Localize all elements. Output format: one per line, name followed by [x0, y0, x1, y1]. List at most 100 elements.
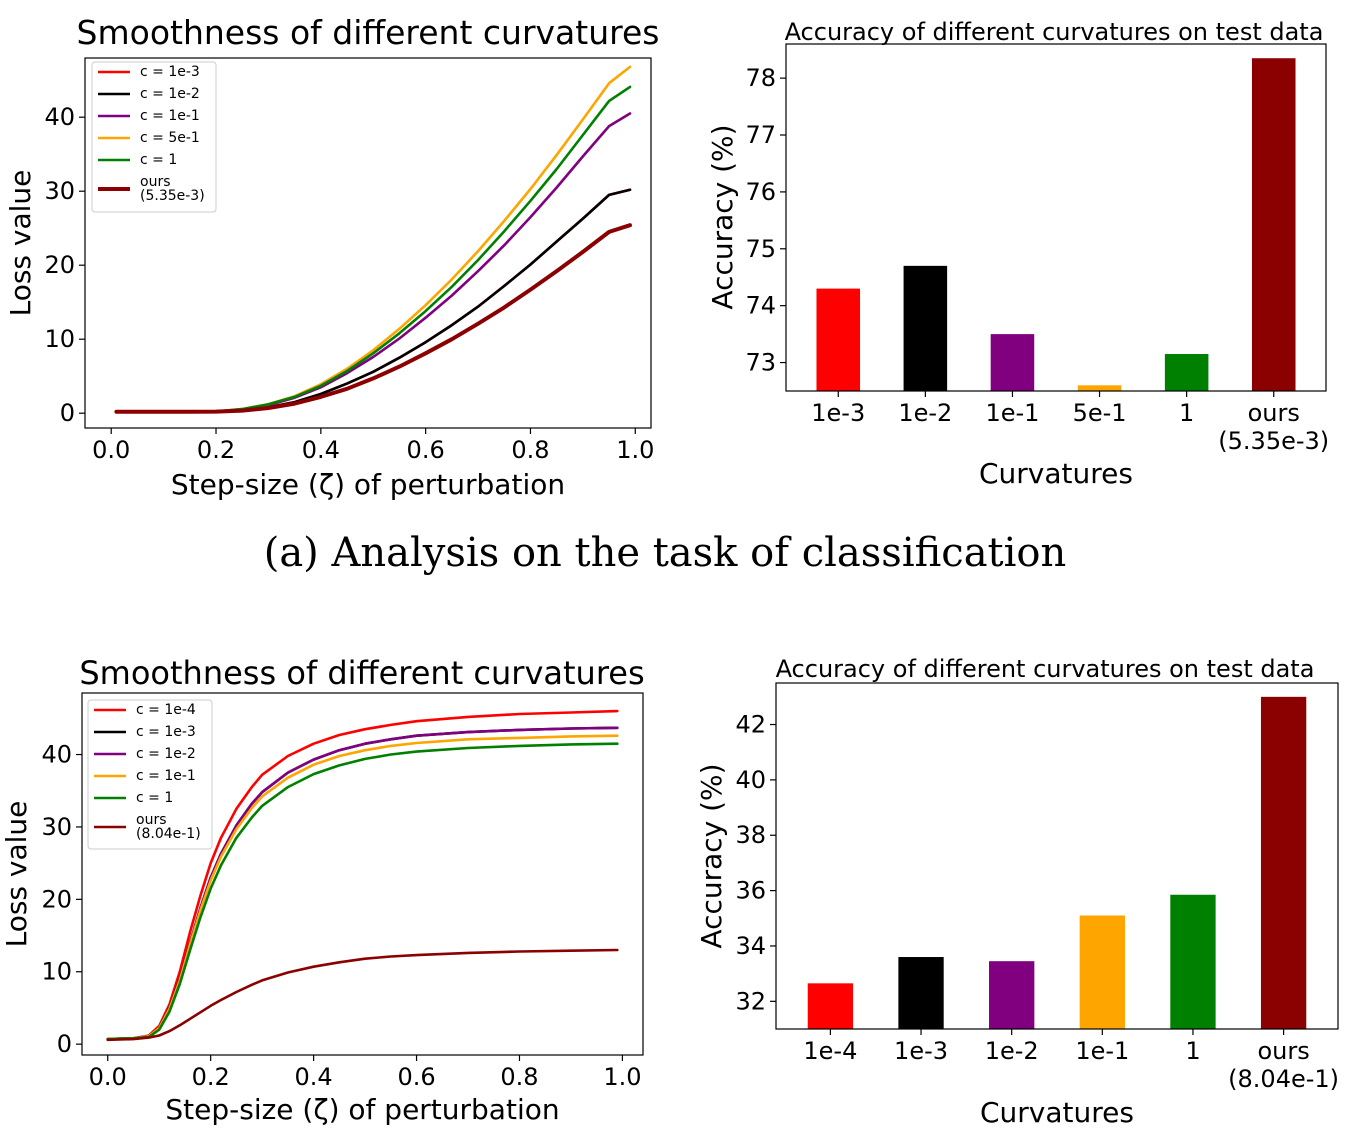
y-tick-label: 38 [735, 821, 766, 849]
bar-1 [807, 983, 854, 1029]
x-tick-label: ours (5.35e-3) [1218, 399, 1329, 455]
y-tick-label: 30 [41, 813, 72, 841]
y-tick-label: 34 [735, 932, 766, 960]
x-tick-label: ours (8.04e-1) [1228, 1037, 1339, 1093]
x-axis-label: Curvatures [979, 457, 1133, 490]
legend-label-5: c = 1 [140, 152, 177, 168]
bar-6 [1251, 58, 1296, 391]
legend-label-5: c = 1 [136, 790, 173, 806]
y-axis-label: Accuracy (%) [695, 763, 728, 948]
y-tick-label: 75 [745, 235, 776, 263]
legend-label-2: c = 1e-2 [140, 86, 200, 102]
legend-label-4: c = 5e-1 [140, 130, 200, 146]
chart-title: Accuracy of different curvatures on test… [785, 18, 1324, 46]
y-tick-label: 73 [745, 349, 776, 377]
legend: c = 1e-4 c = 1e-3 c = 1e-2 c = 1e-1 c = 1 our… [87, 699, 213, 850]
bar-2 [898, 957, 944, 1029]
x-tick-label: 1.0 [616, 436, 654, 464]
chart-title: Smoothness of different curvatures [79, 654, 644, 692]
y-tick-label: 0 [60, 399, 75, 427]
x-tick-label: 0.6 [397, 1063, 435, 1091]
x-tick-label: 0.2 [197, 436, 235, 464]
x-tick-label: 0.8 [511, 436, 549, 464]
y-tick-label: 42 [735, 711, 766, 739]
x-tick-label: 0.0 [89, 1063, 127, 1091]
plot-frame [775, 682, 1339, 1030]
chart-2: Accuracy of different curvatures on test… [706, 18, 1329, 490]
x-tick-label: 0.6 [407, 436, 445, 464]
x-tick-label: 1e-3 [894, 1037, 948, 1065]
series-line-5 [106, 742, 619, 1041]
bar-3 [990, 334, 1035, 391]
chart-4: Accuracy of different curvatures on test… [695, 655, 1339, 1129]
legend-label-1: c = 1e-4 [136, 702, 196, 718]
y-tick-label: 78 [745, 64, 776, 92]
x-tick-label: 1 [1185, 1037, 1200, 1065]
bar-3 [989, 961, 1035, 1029]
plot-frame [81, 692, 644, 1056]
x-tick-label: 0.0 [92, 436, 130, 464]
series-line-6 [114, 223, 632, 414]
x-tick-label: 5e-1 [1073, 399, 1127, 427]
x-tick-label: 1.0 [603, 1063, 641, 1091]
legend-label-3: c = 1e-1 [140, 108, 200, 124]
y-tick-label: 36 [735, 877, 766, 905]
bar-6 [1260, 696, 1307, 1029]
y-tick-label: 10 [44, 325, 75, 353]
series-line-6 [106, 948, 619, 1042]
x-tick-label: 1 [1179, 399, 1194, 427]
y-tick-label: 32 [735, 987, 766, 1015]
y-tick-label: 20 [41, 885, 72, 913]
bar-2 [903, 265, 948, 391]
y-tick-label: 10 [41, 958, 72, 986]
y-tick-label: 40 [41, 741, 72, 769]
x-tick-label: 0.8 [500, 1063, 538, 1091]
y-tick-label: 40 [735, 766, 766, 794]
y-axis-label: Loss value [4, 170, 37, 317]
legend: c = 1e-3 c = 1e-2 c = 1e-1 c = 5e-1 c = 1 our… [91, 61, 217, 213]
y-tick-label: 76 [745, 178, 776, 206]
legend-frame [87, 699, 213, 850]
legend-frame [91, 61, 217, 213]
x-tick-label: 1e-1 [1075, 1037, 1129, 1065]
bar-4 [1079, 915, 1125, 1029]
x-axis-label: Curvatures [980, 1096, 1134, 1129]
chart-3: Smoothness of different curvatures 0.0 0.2… [0, 654, 645, 1126]
x-tick-label: 0.2 [192, 1063, 230, 1091]
y-tick-label: 77 [745, 121, 776, 149]
bar-5 [1170, 894, 1216, 1029]
x-tick-label: 1e-2 [898, 399, 952, 427]
legend-label-6: ours (8.04e-1) [136, 812, 201, 842]
legend-label-2: c = 1e-3 [136, 724, 196, 740]
y-tick-label: 20 [44, 251, 75, 279]
bar-5 [1164, 354, 1209, 391]
bar-1 [816, 288, 861, 391]
legend-label-6: ours (5.35e-3) [140, 174, 205, 204]
x-axis-label: Step-size (ζ) of perturbation [171, 468, 565, 501]
plot-frame [785, 43, 1327, 392]
y-tick-label: 0 [57, 1030, 72, 1058]
y-axis-label: Loss value [0, 801, 33, 948]
x-tick-label: 0.4 [295, 1063, 333, 1091]
x-axis-label: Step-size (ζ) of perturbation [165, 1093, 559, 1126]
y-tick-label: 30 [44, 177, 75, 205]
chart-title: Smoothness of different curvatures [77, 13, 660, 52]
legend-label-4: c = 1e-1 [136, 768, 196, 784]
x-tick-label: 0.4 [302, 436, 340, 464]
plot-frame [84, 57, 652, 429]
y-tick-label: 74 [745, 292, 776, 320]
series-line-1 [106, 709, 619, 1041]
y-axis-label: Accuracy (%) [706, 124, 739, 309]
chart-1: Smoothness of different curvatures 0.0 0.2… [4, 13, 659, 501]
figure-caption: (a) Analysis on the task of classificati… [264, 530, 1067, 576]
bar-4 [1077, 385, 1122, 391]
x-tick-label: 1e-4 [803, 1037, 857, 1065]
x-tick-label: 1e-3 [811, 399, 865, 427]
legend-label-1: c = 1e-3 [140, 64, 200, 80]
chart-title: Accuracy of different curvatures on test… [776, 655, 1315, 683]
legend-label-3: c = 1e-2 [136, 746, 196, 762]
x-tick-label: 1e-2 [985, 1037, 1039, 1065]
y-tick-label: 40 [44, 103, 75, 131]
x-tick-label: 1e-1 [985, 399, 1039, 427]
